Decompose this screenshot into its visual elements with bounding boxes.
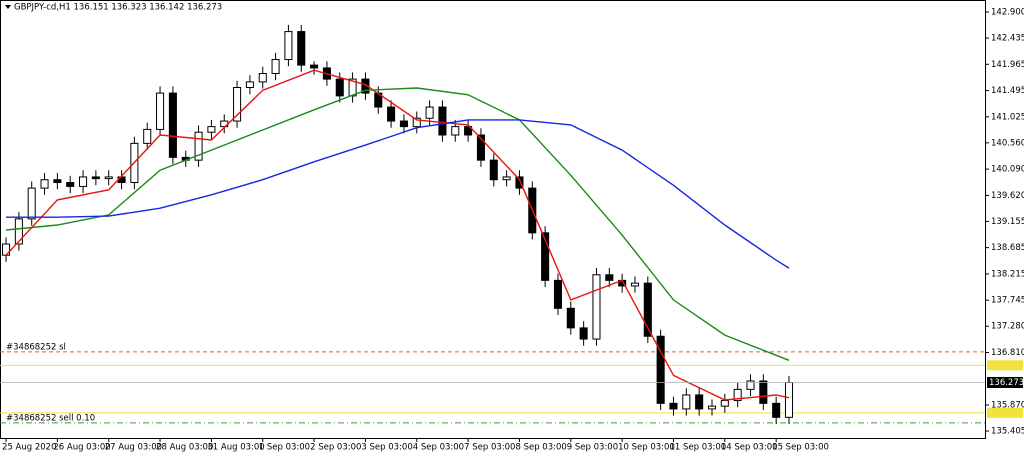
candle-body bbox=[489, 159, 498, 181]
candle-body bbox=[297, 31, 306, 66]
x-tick-label: 9 Sep 03:00 bbox=[567, 443, 618, 453]
candle-body bbox=[464, 126, 473, 136]
y-tick-label: 139.155 bbox=[991, 217, 1024, 227]
chart-title: GBPJPY-cd,H1 136.151 136.323 136.142 136… bbox=[14, 3, 222, 13]
y-tick-label: 138.685 bbox=[991, 243, 1024, 253]
collapse-icon bbox=[5, 5, 11, 9]
order-label: #34868252 sell 0.10 bbox=[6, 413, 95, 423]
candle-body bbox=[772, 402, 781, 418]
x-tick-label: 31 Aug 03:00 bbox=[207, 443, 264, 453]
candle-body bbox=[66, 182, 75, 187]
x-tick-label: 25 Aug 2020 bbox=[2, 443, 56, 453]
candle-body bbox=[451, 126, 460, 136]
moving-average bbox=[5, 69, 790, 401]
candle-body bbox=[53, 179, 62, 184]
candle-body bbox=[553, 279, 562, 309]
candle-body bbox=[412, 117, 421, 128]
y-tick-label: 136.810 bbox=[991, 348, 1024, 358]
candle-body bbox=[425, 106, 434, 119]
candle-body bbox=[310, 64, 319, 69]
y-tick-label: 135.405 bbox=[991, 427, 1024, 437]
candle-body bbox=[91, 176, 100, 180]
candle-body bbox=[438, 106, 447, 136]
candle-body bbox=[707, 405, 717, 410]
y-tick-label: 137.280 bbox=[991, 322, 1024, 332]
candle-body bbox=[720, 400, 729, 407]
candle-body bbox=[605, 274, 614, 281]
candle-body bbox=[399, 120, 408, 128]
x-tick-label: 11 Sep 03:00 bbox=[669, 443, 726, 453]
candle-body bbox=[245, 81, 254, 88]
candle-body bbox=[258, 73, 267, 83]
candle-body bbox=[541, 232, 550, 281]
candle-body bbox=[656, 335, 665, 404]
candle-body bbox=[502, 176, 511, 181]
y-tick-label: 142.900 bbox=[991, 8, 1024, 18]
x-tick-label: 8 Sep 03:00 bbox=[515, 443, 566, 453]
candle-body bbox=[207, 126, 216, 133]
candle-body bbox=[759, 380, 768, 404]
candle-body bbox=[14, 218, 23, 245]
y-tick-label: 140.090 bbox=[991, 165, 1024, 175]
moving-average bbox=[5, 87, 790, 361]
candle-body bbox=[592, 274, 601, 340]
x-tick-label: 7 Sep 03:00 bbox=[464, 443, 515, 453]
candle-body bbox=[476, 134, 485, 161]
candle-body bbox=[579, 327, 588, 340]
candle-body bbox=[335, 78, 344, 97]
moving-average bbox=[6, 119, 790, 269]
y-tick-label: 141.495 bbox=[991, 86, 1024, 96]
x-tick-label: 26 Aug 03:00 bbox=[53, 443, 110, 453]
level-axis-marker bbox=[987, 360, 1023, 371]
candle-body bbox=[515, 176, 524, 189]
candle-body bbox=[682, 394, 691, 410]
candle-body bbox=[733, 388, 742, 402]
y-tick-label: 137.745 bbox=[991, 296, 1024, 306]
candle-body bbox=[695, 394, 704, 410]
x-tick-label: 2 Sep 03:00 bbox=[310, 443, 361, 453]
candle-body bbox=[168, 92, 177, 158]
x-tick-label: 10 Sep 03:00 bbox=[618, 443, 675, 453]
y-tick-label: 140.560 bbox=[991, 138, 1024, 148]
y-tick-label: 138.215 bbox=[991, 269, 1024, 279]
x-tick-label: 3 Sep 03:00 bbox=[361, 443, 412, 453]
plot-frame bbox=[0, 0, 986, 439]
candle-body bbox=[104, 176, 113, 180]
candle-body bbox=[669, 402, 678, 410]
candle-body bbox=[143, 128, 152, 144]
x-tick-label: 4 Sep 03:00 bbox=[413, 443, 464, 453]
candle-body bbox=[156, 92, 165, 130]
candle-body bbox=[746, 380, 755, 390]
candle-body bbox=[40, 179, 49, 189]
y-tick-label: 135.870 bbox=[991, 401, 1024, 411]
candle-body bbox=[643, 282, 652, 337]
x-tick-label: 27 Aug 03:00 bbox=[105, 443, 162, 453]
candle-body bbox=[361, 78, 370, 94]
y-tick-label: 141.965 bbox=[991, 60, 1024, 70]
order-label: #34868252 sl bbox=[6, 342, 66, 352]
y-tick-label: 142.435 bbox=[991, 34, 1024, 44]
candle-body bbox=[387, 106, 396, 122]
last-price-label: 136.273 bbox=[989, 378, 1024, 388]
candle-body bbox=[27, 187, 36, 220]
x-tick-label: 1 Sep 03:00 bbox=[259, 443, 310, 453]
candle-body bbox=[79, 176, 88, 187]
candle-body bbox=[566, 307, 575, 329]
level-axis-marker bbox=[987, 407, 1023, 418]
x-tick-label: 28 Aug 03:00 bbox=[156, 443, 213, 453]
candle-body bbox=[194, 131, 203, 161]
y-tick-label: 141.025 bbox=[991, 112, 1024, 122]
y-tick-label: 139.620 bbox=[991, 191, 1024, 201]
x-tick-label: 15 Sep 03:00 bbox=[772, 443, 829, 453]
candle-body bbox=[784, 381, 794, 418]
candle-body bbox=[630, 282, 640, 287]
last-price-box bbox=[987, 376, 1023, 388]
candle-body bbox=[233, 86, 242, 122]
x-tick-label: 14 Sep 03:00 bbox=[721, 443, 778, 453]
candle-body bbox=[271, 59, 280, 75]
candle-body bbox=[284, 31, 293, 61]
